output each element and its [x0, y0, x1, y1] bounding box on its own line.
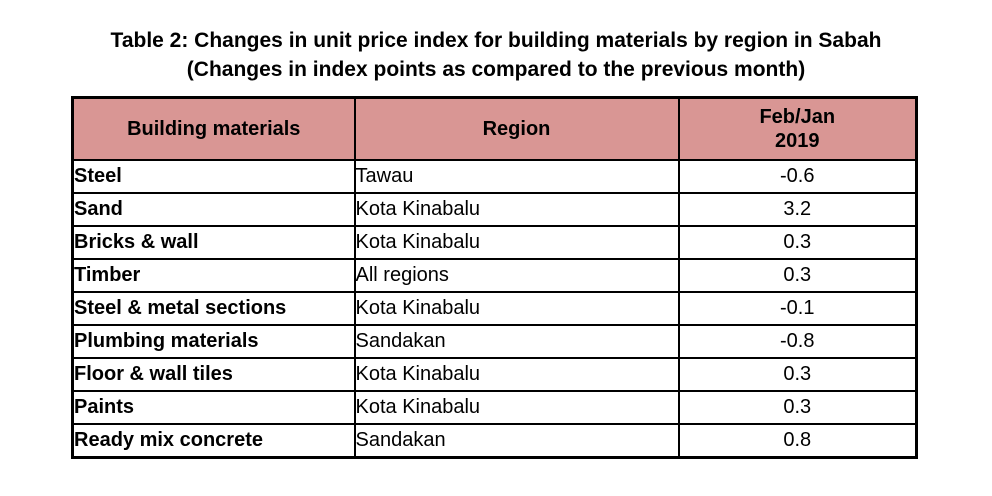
material-cell: Floor & wall tiles [71, 357, 356, 392]
table-header: Building materials Region Feb/Jan 2019 [71, 96, 918, 161]
material-cell: Paints [71, 390, 356, 425]
table-row: Timber All regions 0.3 [71, 258, 918, 293]
material-cell: Ready mix concrete [71, 423, 356, 459]
value-cell: -0.1 [677, 291, 918, 326]
header-building-materials: Building materials [71, 96, 356, 161]
region-cell: Kota Kinabalu [353, 390, 680, 425]
table-row: Paints Kota Kinabalu 0.3 [71, 390, 918, 425]
region-cell: Kota Kinabalu [353, 291, 680, 326]
table-row: Floor & wall tiles Kota Kinabalu 0.3 [71, 357, 918, 392]
table-row: Plumbing materials Sandakan -0.8 [71, 324, 918, 359]
region-cell: Kota Kinabalu [353, 225, 680, 260]
value-cell: 0.3 [677, 357, 918, 392]
header-period: Feb/Jan 2019 [677, 96, 918, 161]
table-row: Ready mix concrete Sandakan 0.8 [71, 423, 918, 459]
region-cell: Sandakan [353, 324, 680, 359]
material-cell: Steel [71, 159, 356, 194]
table-row: Steel Tawau -0.6 [71, 159, 918, 194]
region-cell: All regions [353, 258, 680, 293]
material-cell: Bricks & wall [71, 225, 356, 260]
material-cell: Steel & metal sections [71, 291, 356, 326]
table-body: Steel Tawau -0.6 Sand Kota Kinabalu 3.2 … [71, 159, 918, 459]
value-cell: 0.3 [677, 258, 918, 293]
header-region: Region [353, 96, 680, 161]
material-cell: Plumbing materials [71, 324, 356, 359]
region-cell: Sandakan [353, 423, 680, 459]
material-cell: Timber [71, 258, 356, 293]
value-cell: 0.3 [677, 390, 918, 425]
value-cell: 0.8 [677, 423, 918, 459]
table-row: Sand Kota Kinabalu 3.2 [71, 192, 918, 227]
table-subtitle: (Changes in index points as compared to … [186, 58, 806, 81]
value-cell: -0.6 [677, 159, 918, 194]
table-title: Table 2: Changes in unit price index for… [110, 29, 882, 52]
table-row: Bricks & wall Kota Kinabalu 0.3 [71, 225, 918, 260]
value-cell: 0.3 [677, 225, 918, 260]
table-row: Steel & metal sections Kota Kinabalu -0.… [71, 291, 918, 326]
value-cell: -0.8 [677, 324, 918, 359]
material-cell: Sand [71, 192, 356, 227]
value-cell: 3.2 [677, 192, 918, 227]
price-index-table: Building materials Region Feb/Jan 2019 S… [71, 96, 918, 459]
region-cell: Kota Kinabalu [353, 357, 680, 392]
region-cell: Tawau [353, 159, 680, 194]
region-cell: Kota Kinabalu [353, 192, 680, 227]
header-row: Building materials Region Feb/Jan 2019 [71, 96, 918, 161]
